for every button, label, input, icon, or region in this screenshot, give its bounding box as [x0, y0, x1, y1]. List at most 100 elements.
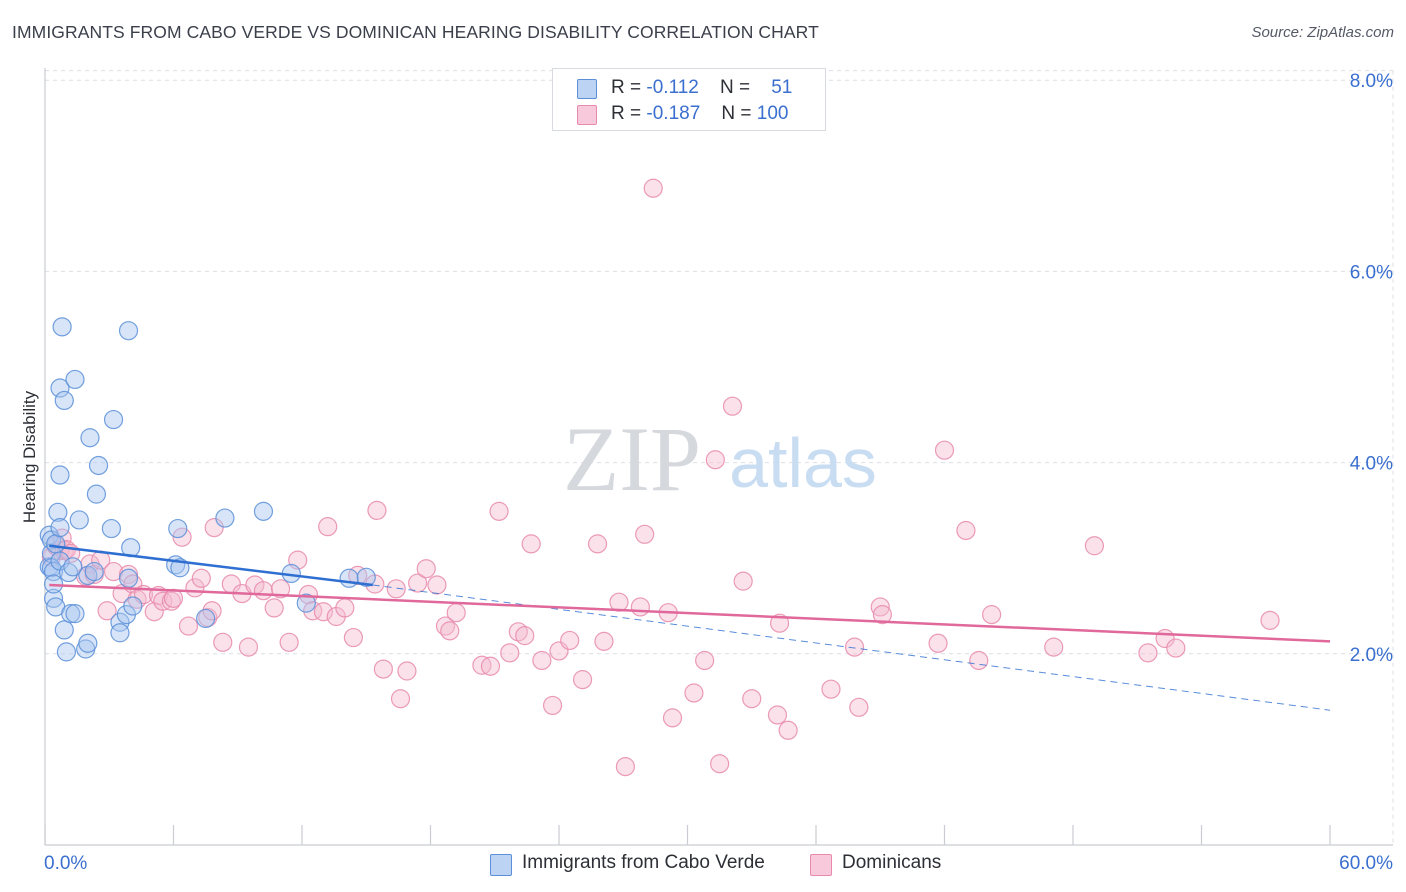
source-label: Source: ZipAtlas.com: [1251, 24, 1394, 41]
dominicans-point: [1044, 637, 1064, 657]
dominicans-point: [532, 650, 552, 671]
legend-r-label: R =: [611, 77, 642, 98]
dominicans-point: [849, 697, 869, 717]
y-axis-title: Hearing Disability: [20, 390, 39, 523]
dominicans-point: [213, 632, 233, 652]
x-tick-label: 60.0%: [1339, 853, 1393, 874]
dominicans-point: [172, 527, 192, 547]
cabo-verde-point: [296, 593, 316, 613]
watermark-zip: ZIP: [563, 408, 701, 510]
dominicans-point: [313, 602, 334, 622]
dominicans-point: [928, 633, 948, 653]
dominicans-point: [161, 591, 181, 611]
dominicans-point: [408, 573, 428, 593]
cabo-verde-point: [48, 502, 68, 522]
dominicans-point: [643, 178, 663, 198]
dominicans-point: [733, 571, 753, 591]
dominicans-point: [238, 637, 259, 657]
dominicans-point: [1166, 638, 1186, 658]
dominicans-point: [769, 613, 790, 633]
cabo-verde-point: [118, 568, 139, 588]
axes: [44, 68, 1393, 846]
dominicans-point: [204, 518, 224, 538]
bottom-legend-label: Dominicans: [842, 852, 942, 873]
cabo-verde-point: [123, 596, 143, 616]
dominicans-point: [515, 626, 535, 646]
dominicans-point: [253, 581, 274, 601]
dominicans-point: [1084, 536, 1105, 556]
legend-n-value: 100: [756, 103, 789, 124]
cabo-verde-point: [61, 604, 81, 624]
dominicans-point: [609, 592, 629, 612]
dominicans-point: [778, 720, 798, 740]
x-tick-label: 0.0%: [44, 853, 87, 874]
legend-r-value: -0.112: [646, 77, 699, 98]
dominicans-point: [264, 598, 284, 618]
dominicans-point: [956, 520, 976, 541]
legend: R = -0.112 N = 51 R = -0.187 N = 100: [552, 68, 826, 131]
dominicans-point: [178, 616, 199, 636]
dominicans-point: [844, 637, 865, 657]
dominicans-point: [367, 500, 387, 520]
dominicans-point: [521, 534, 541, 554]
cabo-verde-point: [356, 567, 376, 587]
dominicans-point: [695, 650, 715, 671]
cabo-verde-point: [50, 378, 70, 398]
dominicans-point: [705, 450, 725, 470]
cabo-verde-point: [65, 604, 85, 624]
dominicans-point: [480, 656, 501, 676]
cabo-verde-point: [110, 612, 130, 632]
legend-r-value: -0.187: [646, 103, 701, 124]
dominicans-point: [446, 603, 466, 623]
cabo-verde-point: [86, 484, 107, 504]
cabo-verde-point: [103, 409, 124, 430]
dominicans-point: [587, 534, 608, 554]
y-tick-label: 8.0%: [1350, 71, 1393, 92]
dominicans-point: [710, 754, 730, 774]
cabo-verde-point: [339, 568, 359, 588]
bottom-legend-swatch-pink: [810, 854, 832, 876]
dominicans-point: [279, 632, 299, 652]
cabo-verde-point: [54, 620, 74, 640]
cabo-verde-points: [39, 317, 376, 662]
dominicans-point: [163, 588, 184, 608]
cabo-verde-point: [56, 642, 77, 662]
dominicans-point: [318, 517, 338, 537]
dominicans-point: [982, 605, 1002, 625]
dominicans-point: [343, 627, 363, 648]
dominicans-point: [191, 568, 211, 588]
bottom-legend-swatch-blue: [490, 854, 512, 876]
cabo-verde-point: [50, 518, 70, 538]
cabo-verde-point: [110, 623, 130, 643]
dominicans-point: [630, 597, 650, 617]
dominicans-point: [542, 695, 563, 716]
dominicans-point: [335, 598, 355, 618]
y-tick-label: 6.0%: [1350, 262, 1393, 283]
dominicans-point: [500, 643, 520, 663]
watermark: ZIP atlas: [563, 408, 877, 510]
dominicans-point: [872, 605, 892, 625]
cabo-verde-point: [65, 369, 85, 390]
watermark-atlas: atlas: [729, 424, 877, 502]
dominicans-point: [767, 705, 788, 725]
cabo-verde-point: [253, 501, 274, 521]
dominicans-point: [969, 650, 989, 671]
legend-swatch-blue: [577, 79, 597, 99]
axis-labels: 2.0% 4.0% 6.0% 8.0% 0.0% 60.0% Hearing Disabil…: [20, 71, 1393, 874]
cabo-verde-point: [88, 455, 109, 476]
dominicans-point: [386, 579, 406, 599]
dominicans-point: [373, 659, 393, 679]
dominicans-point: [934, 440, 955, 460]
dominicans-trend-line: [49, 583, 1331, 643]
cabo-verde-point: [101, 518, 121, 539]
dominicans-point: [489, 501, 509, 521]
cabo-verde-point: [168, 518, 188, 539]
cabo-verde-point: [69, 510, 89, 530]
dominicans-point: [684, 683, 704, 703]
dominicans-point: [594, 631, 614, 651]
dominicans-point: [416, 559, 436, 579]
legend-n-label: N =: [719, 77, 751, 98]
cabo-verde-point: [50, 465, 70, 485]
dominicans-point: [202, 601, 222, 621]
